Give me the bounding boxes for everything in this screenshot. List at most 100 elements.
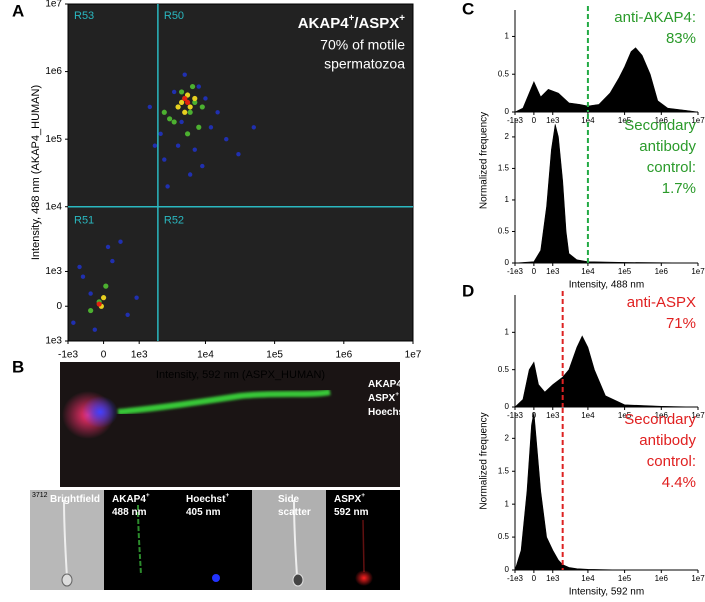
y-tick-label: 1	[505, 327, 510, 336]
cell	[212, 574, 220, 582]
composite-image	[60, 362, 400, 487]
x-tick-label: 1e3	[546, 116, 560, 125]
panel-label: B	[12, 357, 24, 376]
point	[178, 99, 185, 106]
y-axis-label: Normalized frequency	[479, 112, 490, 209]
x-tick-label: 1e5	[618, 116, 632, 125]
cell	[137, 504, 142, 576]
point	[152, 143, 158, 148]
tile-label-part: scatter	[278, 507, 311, 518]
x-tick-label: 1e6	[335, 350, 352, 361]
point	[71, 320, 76, 325]
point	[196, 84, 201, 89]
tile-label: 405 nm	[186, 507, 221, 518]
tile-label-part: Side	[278, 494, 300, 505]
tail	[117, 389, 331, 415]
overlay-label-part: AKAP4	[368, 379, 402, 390]
point	[80, 274, 86, 279]
annotation: 4.4%	[662, 474, 696, 491]
y-tick-label: 0	[505, 107, 510, 116]
x-tick-label: 1e7	[405, 350, 422, 361]
point	[199, 104, 205, 110]
y-axis-label: Normalized frequency	[479, 412, 490, 509]
tile-label: 488 nm	[112, 507, 147, 518]
x-tick-label: 1e6	[655, 267, 669, 276]
tile-label-part: AKAP4	[112, 494, 146, 505]
panel-label: C	[462, 0, 474, 18]
x-tick-label: 1e5	[618, 267, 632, 276]
tile-label-part: +	[361, 492, 365, 499]
point	[215, 110, 220, 115]
point	[179, 119, 184, 125]
point	[161, 109, 167, 115]
x-tick-label: 1e5	[618, 411, 632, 420]
point	[167, 116, 173, 122]
plot-background	[67, 3, 414, 342]
head-blue	[82, 396, 118, 428]
x-tick-label: 1e6	[655, 116, 669, 125]
tile-label-part: Brightfield	[50, 494, 100, 505]
annotation: 83%	[666, 30, 696, 47]
region-label: R52	[164, 215, 184, 227]
y-tick-label: 0	[505, 258, 510, 267]
x-tick-label: 1e7	[691, 116, 705, 125]
panel-b-images	[30, 362, 400, 590]
x-tick-label: 1e4	[197, 350, 214, 361]
x-tick-label: -1e3	[507, 574, 524, 583]
y-tick-label: 1e3	[45, 266, 62, 277]
point	[224, 136, 229, 142]
point	[158, 131, 163, 137]
overlay-label-part: +	[402, 377, 406, 384]
point	[192, 99, 198, 106]
point	[196, 124, 202, 130]
point	[182, 95, 188, 102]
x-tick-label: 1e6	[655, 411, 669, 420]
tile-label-part: +	[146, 492, 150, 499]
annotation-title-part: /ASPX	[354, 15, 399, 32]
point	[200, 163, 205, 169]
x-tick-label: 1e3	[131, 350, 148, 361]
tile-label-part: 592 nm	[334, 507, 369, 518]
x-tick-label: 1e4	[581, 411, 595, 420]
annotation: Secondary	[624, 117, 696, 134]
point	[103, 283, 109, 289]
y-tick-label: 0.5	[498, 69, 510, 78]
histogram-area	[514, 47, 699, 113]
point	[184, 99, 191, 106]
y-tick-label: 1e7	[45, 0, 62, 10]
y-tick-label: 0	[505, 402, 510, 411]
point	[236, 151, 241, 157]
point	[184, 92, 191, 98]
point	[171, 89, 177, 95]
region-label: R53	[74, 10, 94, 22]
annotation-title-part: AKAP4	[298, 15, 350, 32]
histogram-area	[514, 124, 699, 264]
point	[110, 258, 115, 264]
point	[88, 291, 93, 296]
point	[187, 104, 193, 110]
tile-label-part: Hoechst	[186, 494, 226, 505]
point	[182, 109, 188, 115]
point	[178, 89, 185, 95]
point	[203, 96, 208, 101]
annotation-line: spermatozoa	[324, 56, 405, 72]
histogram-area	[514, 335, 699, 408]
point	[175, 104, 181, 110]
x-tick-label: 1e4	[581, 116, 595, 125]
tile-label: scatter	[278, 507, 311, 518]
x-tick-label: -1e3	[507, 267, 524, 276]
annotation-line: 70% of motile	[320, 37, 405, 53]
point	[184, 131, 191, 137]
tile	[252, 490, 326, 590]
overlay-label-part: Hoechst	[368, 407, 408, 418]
tile-label: Hoechst+	[186, 492, 229, 504]
x-axis-label: Intensity, 592 nm (ASPX_HUMAN)	[156, 369, 325, 381]
y-tick-label: 1e5	[45, 134, 62, 145]
tile-label: ASPX+	[334, 492, 365, 504]
point	[125, 312, 130, 318]
point	[147, 104, 153, 110]
annotation: antibody	[639, 138, 696, 155]
point	[182, 72, 187, 77]
x-tick-label: 1e7	[691, 411, 705, 420]
panel-label: A	[12, 1, 24, 20]
